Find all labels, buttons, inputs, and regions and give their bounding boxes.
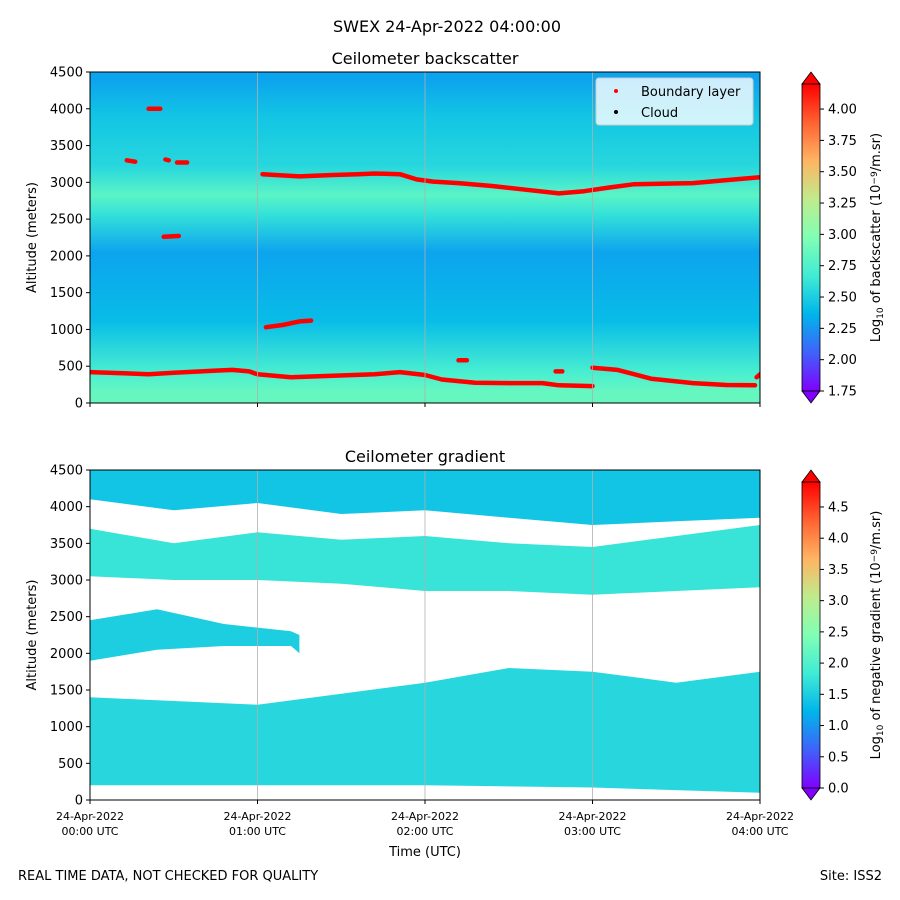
colorbar-tick-label: 3.75 [828, 134, 857, 149]
colorbar-extend-max [801, 469, 821, 483]
y-tick-label: 1000 [50, 323, 83, 338]
colorbar-tick-label: 0.5 [828, 750, 849, 765]
panel-title: Ceilometer gradient [345, 447, 505, 466]
figure-suptitle: SWEX 24-Apr-2022 04:00:00 [333, 17, 561, 36]
colorbar-label: Log10 of backscatter (10−9/m.sr) [869, 133, 886, 342]
x-tick-label-date: 24-Apr-2022 [558, 810, 626, 823]
y-tick-label: 500 [58, 757, 83, 772]
x-tick-label-date: 24-Apr-2022 [391, 810, 459, 823]
y-tick-label: 1500 [50, 684, 83, 699]
colorbar-frame [801, 481, 821, 789]
colorbar-frame [801, 83, 821, 392]
panel-title: Ceilometer backscatter [332, 49, 519, 68]
y-axis-label: Altitude (meters) [25, 580, 40, 691]
colorbar-label: Log10 of negative gradient (10−9/m.sr) [869, 511, 886, 760]
boundary-layer-bl-low-2 [590, 365, 758, 388]
colorbar-extend-max [801, 71, 821, 85]
boundary-layer-seg-2 [124, 158, 138, 164]
colorbar [802, 84, 820, 391]
site-label: Site: ISS2 [819, 869, 882, 884]
colorbar-tick-label: 0.0 [828, 782, 849, 797]
colorbar-tick-label: 3.5 [828, 563, 849, 578]
x-tick-label-time: 02:00 UTC [396, 825, 453, 838]
boundary-layer-bl-high [260, 171, 760, 196]
colorbar-tick-label: 2.25 [828, 322, 857, 337]
colorbar-tick-label: 2.50 [828, 291, 857, 306]
y-tick-label: 3000 [50, 176, 83, 191]
y-tick-label: 0 [75, 794, 83, 809]
y-tick-label: 4000 [50, 102, 83, 117]
y-tick-label: 1500 [50, 286, 83, 301]
x-tick-label-date: 24-Apr-2022 [726, 810, 794, 823]
y-tick-label: 0 [75, 397, 83, 412]
gradient-panel: Ceilometer gradient 0 500 1000 1500 2000 2500 3… [25, 447, 886, 860]
legend-label: Boundary layer [641, 85, 741, 100]
colorbar-tick-label: 4.0 [828, 532, 849, 547]
legend-marker-boundary-layer [614, 89, 618, 93]
colorbar-tick-label: 4.00 [828, 103, 857, 118]
y-tick-label: 2500 [50, 610, 83, 625]
y-tick-label: 3500 [50, 537, 83, 552]
colorbar-tick-label: 2.0 [828, 657, 849, 672]
legend-marker-cloud [614, 110, 618, 114]
colorbar-tick-label: 3.50 [828, 165, 857, 180]
y-axis-label: Altitude (meters) [25, 182, 40, 293]
colorbar-tick-label: 3.00 [828, 228, 857, 243]
colorbar [802, 482, 820, 788]
x-tick-label-time: 04:00 UTC [731, 825, 788, 838]
boundary-layer-seg-3 [163, 157, 171, 163]
boundary-layer-seg-5 [161, 233, 182, 240]
colorbar-tick-label: 2.00 [828, 353, 857, 368]
y-tick-label: 4500 [50, 464, 83, 479]
x-tick-label-time: 00:00 UTC [61, 825, 118, 838]
colorbar-tick-label: 1.0 [828, 719, 849, 734]
x-tick-label-date: 24-Apr-2022 [223, 810, 291, 823]
colorbar-tick-label: 3.25 [828, 197, 857, 212]
backscatter-panel: Ceilometer backscatter 0 500 1000 1500 2000 25… [25, 49, 886, 412]
colorbar-tick-label: 1.5 [828, 688, 849, 703]
boundary-layer-seg-8 [754, 372, 760, 380]
y-tick-label: 2500 [50, 213, 83, 228]
y-tick-label: 2000 [50, 647, 83, 662]
y-tick-label: 4500 [50, 66, 83, 81]
legend-box [595, 77, 754, 126]
y-tick-label: 500 [58, 360, 83, 375]
x-tick-label-date: 24-Apr-2022 [56, 810, 124, 823]
colorbar-tick-label: 3.0 [828, 594, 849, 609]
y-tick-label: 1000 [50, 720, 83, 735]
boundary-layer-bl-low [90, 367, 595, 389]
colorbar-tick-label: 2.75 [828, 259, 857, 274]
gradient-band-mid [90, 609, 300, 661]
colorbar-tick-label: 2.5 [828, 625, 849, 640]
x-tick-label-time: 03:00 UTC [564, 825, 621, 838]
colorbar-extend-min [801, 787, 821, 801]
x-axis-label: Time (UTC) [388, 845, 461, 860]
colorbar-extend-min [801, 390, 821, 404]
quality-disclaimer: REAL TIME DATA, NOT CHECKED FOR QUALITY [18, 869, 319, 884]
colorbar-tick-label: 4.5 [828, 500, 849, 515]
colorbar-tick-label: 1.75 [828, 385, 857, 400]
boundary-layer-bl-mid [263, 318, 314, 330]
legend-label: Cloud [641, 106, 678, 121]
y-tick-label: 2000 [50, 249, 83, 264]
y-tick-label: 3500 [50, 139, 83, 154]
x-tick-label-time: 01:00 UTC [229, 825, 286, 838]
y-tick-label: 3000 [50, 574, 83, 589]
y-tick-label: 4000 [50, 500, 83, 515]
